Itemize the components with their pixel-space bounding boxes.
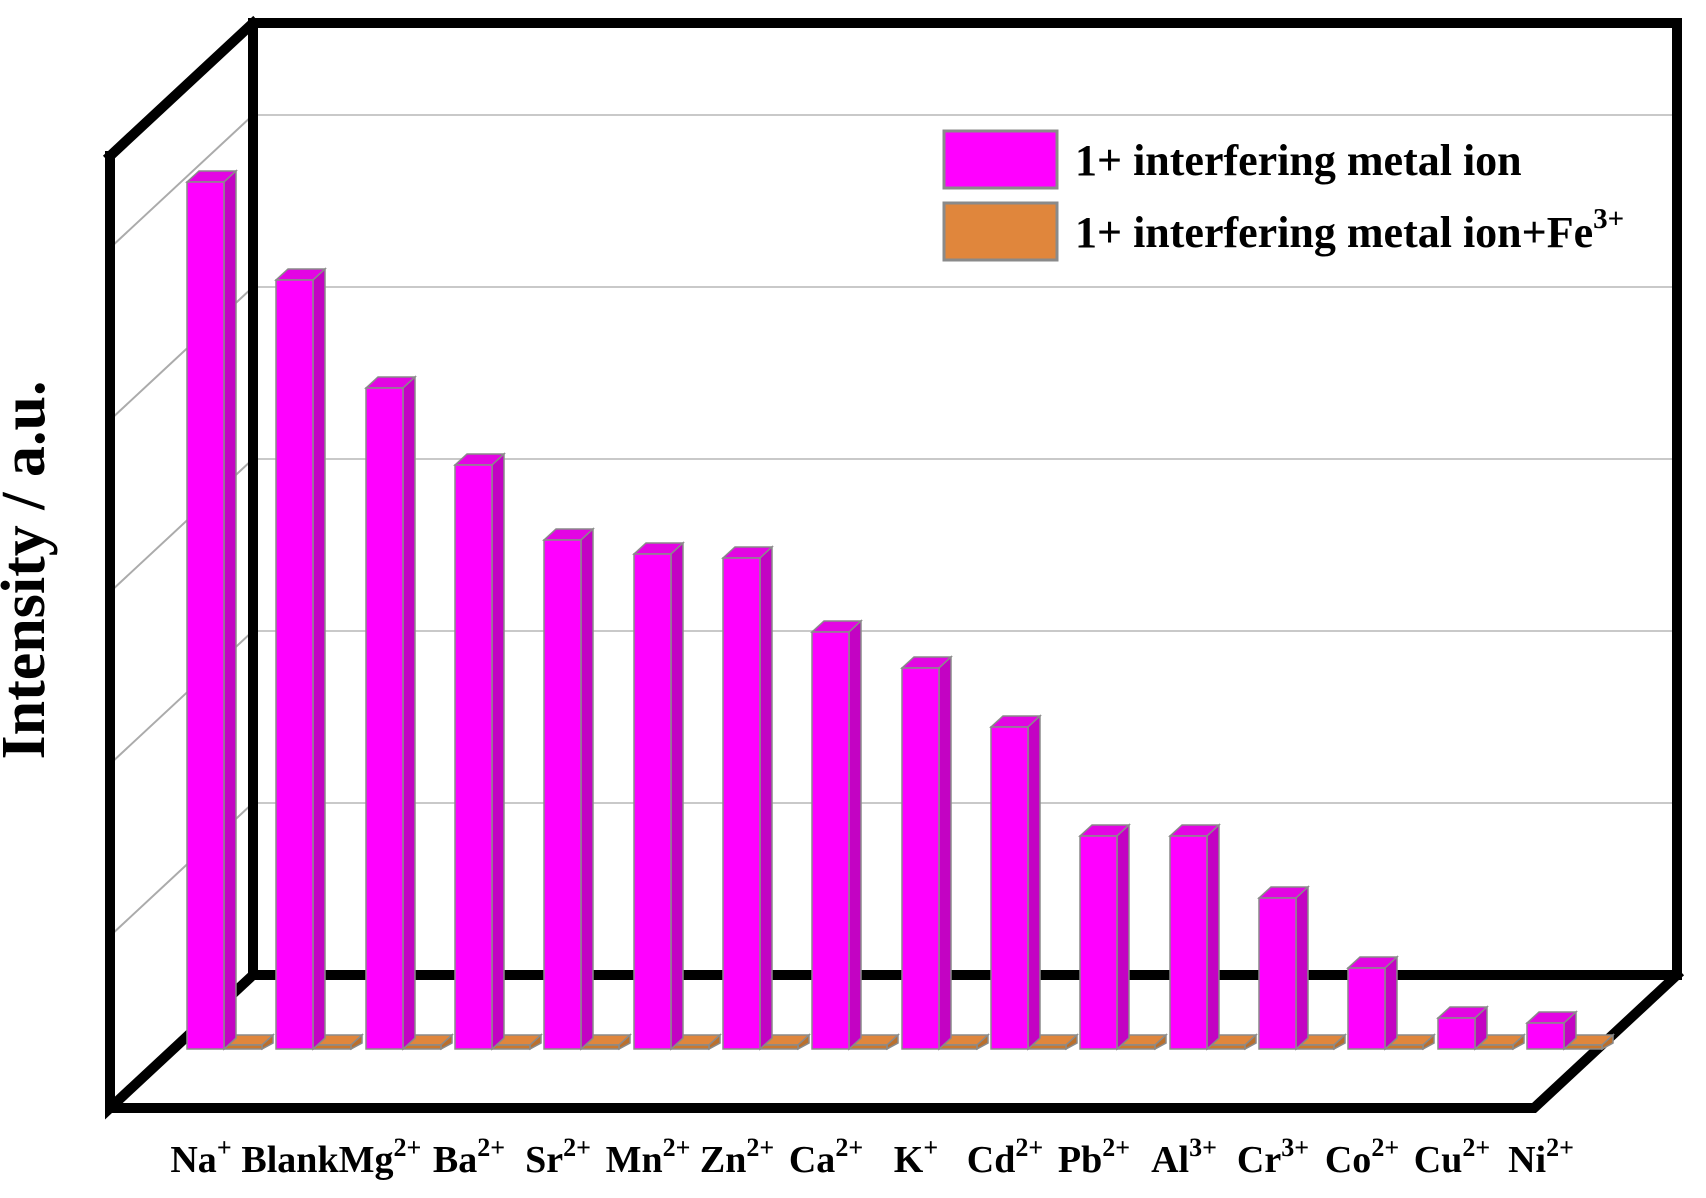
x-tick-label-blank: Blank bbox=[241, 1139, 339, 1181]
bar-side-sr bbox=[580, 527, 594, 1051]
x-tick-label-ba: Ba2+ bbox=[433, 1133, 505, 1181]
bar-front-blank bbox=[275, 279, 314, 1050]
x-tick-label-co: Co2+ bbox=[1325, 1133, 1399, 1181]
bar-side-blank bbox=[312, 267, 326, 1051]
bar-front-sr bbox=[543, 539, 582, 1050]
slab-front-ba bbox=[491, 1044, 531, 1050]
bar-front-pb bbox=[1079, 835, 1118, 1050]
bar-front-zn bbox=[722, 557, 761, 1050]
y-axis-title: Intensity / a.u. bbox=[0, 381, 58, 760]
bar-front-al bbox=[1169, 835, 1208, 1050]
bar-front-na bbox=[186, 181, 225, 1050]
bar-side-co bbox=[1384, 955, 1398, 1051]
x-tick-label-ni: Ni2+ bbox=[1508, 1133, 1574, 1181]
bar-front-cu bbox=[1437, 1017, 1476, 1050]
legend-label-series2: 1+ interfering metal ion+Fe3+ bbox=[1075, 203, 1624, 257]
bar-front-ba bbox=[454, 464, 493, 1050]
slab-front-mn bbox=[670, 1044, 710, 1050]
bar-front-co bbox=[1347, 967, 1386, 1050]
bar-side-ca bbox=[848, 619, 862, 1051]
bar-side-zn bbox=[759, 545, 773, 1051]
slab-front-na bbox=[223, 1044, 263, 1050]
slab-front-co bbox=[1384, 1044, 1424, 1050]
slab-front-ca bbox=[848, 1044, 888, 1050]
x-tick-label-cr: Cr3+ bbox=[1237, 1133, 1309, 1181]
bar-side-ba bbox=[491, 452, 505, 1051]
slab-front-pb bbox=[1116, 1044, 1156, 1050]
gridline-left-wall bbox=[109, 114, 254, 249]
legend-label-series1: 1+ interfering metal ion bbox=[1075, 136, 1522, 185]
x-tick-label-mg: Mg2+ bbox=[339, 1133, 422, 1181]
legend-swatch-series1 bbox=[942, 129, 1059, 190]
bar-front-k bbox=[901, 667, 940, 1050]
slab-front-al bbox=[1206, 1044, 1246, 1050]
x-tick-label-zn: Zn2+ bbox=[700, 1133, 774, 1181]
slab-front-cr bbox=[1295, 1044, 1335, 1050]
slab-front-blank bbox=[312, 1044, 352, 1050]
bar-side-na bbox=[223, 169, 237, 1051]
bar-side-cr bbox=[1295, 885, 1309, 1051]
slab-front-sr bbox=[580, 1044, 620, 1050]
bar-front-mn bbox=[633, 553, 672, 1050]
bar-side-pb bbox=[1116, 823, 1130, 1051]
x-tick-label-cu: Cu2+ bbox=[1414, 1133, 1490, 1181]
x-tick-labels-layer: Na+ Blank Mg2+ Ba2+ Sr2+ Mn2+ Zn2+ Ca2+ K+ Cd2+ Pb… bbox=[170, 1133, 1574, 1181]
x-tick-label-ca: Ca2+ bbox=[789, 1133, 863, 1181]
x-tick-label-k: K+ bbox=[894, 1133, 938, 1181]
bar-side-mn bbox=[670, 541, 684, 1051]
bar-front-cr bbox=[1258, 897, 1297, 1050]
slab-front-k bbox=[938, 1044, 978, 1050]
bar-side-cd bbox=[1027, 714, 1041, 1051]
x-tick-label-sr: Sr2+ bbox=[525, 1133, 591, 1181]
x-tick-label-cd: Cd2+ bbox=[967, 1133, 1043, 1181]
slab-front-zn bbox=[759, 1044, 799, 1050]
legend-swatch-series2 bbox=[942, 201, 1059, 262]
slab-front-mg bbox=[402, 1044, 442, 1050]
slab-front-cd bbox=[1027, 1044, 1067, 1050]
x-tick-label-mn: Mn2+ bbox=[606, 1133, 691, 1181]
bar-side-mg bbox=[402, 375, 416, 1051]
axes-frame-layer bbox=[102, 15, 1685, 1120]
slab-front-ni bbox=[1563, 1044, 1603, 1050]
bar-front-mg bbox=[365, 387, 404, 1050]
x-tick-label-al: Al3+ bbox=[1151, 1133, 1217, 1181]
slab-front-cu bbox=[1474, 1044, 1514, 1050]
bar-front-cd bbox=[990, 726, 1029, 1050]
bar-side-k bbox=[938, 655, 952, 1051]
bar-side-al bbox=[1206, 823, 1220, 1051]
floor-and-left-wall-frame bbox=[102, 15, 1685, 1120]
legend-layer: 1+ interfering metal ion 1+ interfering m… bbox=[942, 129, 1624, 262]
bar-front-ca bbox=[811, 631, 850, 1050]
x-tick-label-na: Na+ bbox=[170, 1133, 231, 1181]
x-tick-label-pb: Pb2+ bbox=[1058, 1133, 1130, 1181]
bars-layer bbox=[185, 169, 1615, 1051]
bar-front-ni bbox=[1526, 1022, 1565, 1050]
